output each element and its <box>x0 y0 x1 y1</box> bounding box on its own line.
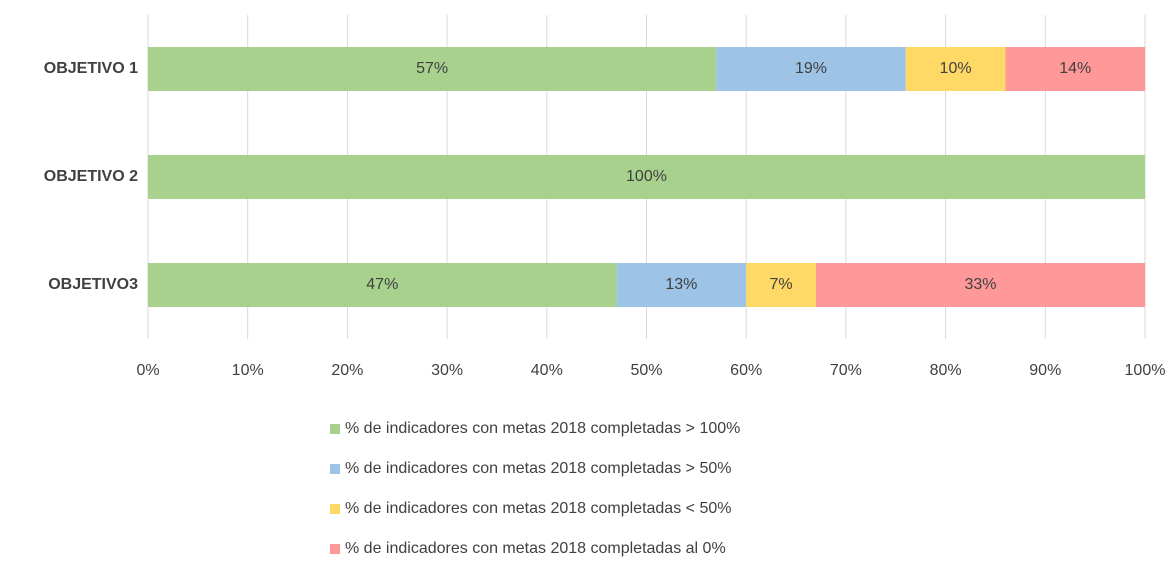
bar-segment <box>815 263 1145 307</box>
bar-segment <box>1005 47 1145 91</box>
data-label: 14% <box>1059 60 1091 77</box>
data-label: 19% <box>795 60 827 77</box>
data-label: 47% <box>366 276 398 293</box>
data-label: 100% <box>626 168 667 185</box>
x-tick-label: 30% <box>431 362 463 379</box>
data-label: 7% <box>770 276 793 293</box>
legend-swatch <box>330 504 340 514</box>
bar-segment <box>148 263 617 307</box>
x-tick-label: 60% <box>730 362 762 379</box>
x-tick-label: 40% <box>531 362 563 379</box>
x-tick-label: 20% <box>331 362 363 379</box>
bar-segment <box>905 47 1006 91</box>
x-tick-label: 80% <box>930 362 962 379</box>
y-tick-label: OBJETIVO3 <box>48 276 138 293</box>
bar-segment <box>716 47 906 91</box>
legend-label: % de indicadores con metas 2018 completa… <box>345 540 726 557</box>
legend-swatch <box>330 464 340 474</box>
legend-label: % de indicadores con metas 2018 completa… <box>345 420 740 437</box>
legend-swatch <box>330 544 340 554</box>
data-label: 57% <box>416 60 448 77</box>
x-tick-label: 90% <box>1029 362 1061 379</box>
x-tick-label: 50% <box>630 362 662 379</box>
y-tick-label: OBJETIVO 1 <box>44 60 138 77</box>
bar-segment <box>148 155 1145 199</box>
bar-segment <box>148 47 717 91</box>
legend-label: % de indicadores con metas 2018 completa… <box>345 460 731 477</box>
data-label: 13% <box>665 276 697 293</box>
x-tick-label: 0% <box>136 362 159 379</box>
x-tick-label: 100% <box>1125 362 1166 379</box>
data-label: 33% <box>964 276 996 293</box>
bar-segment <box>616 263 747 307</box>
x-tick-label: 10% <box>232 362 264 379</box>
bar-segment <box>746 263 816 307</box>
y-tick-label: OBJETIVO 2 <box>44 168 138 185</box>
legend-swatch <box>330 424 340 434</box>
legend-label: % de indicadores con metas 2018 completa… <box>345 500 731 517</box>
data-label: 10% <box>940 60 972 77</box>
x-tick-label: 70% <box>830 362 862 379</box>
